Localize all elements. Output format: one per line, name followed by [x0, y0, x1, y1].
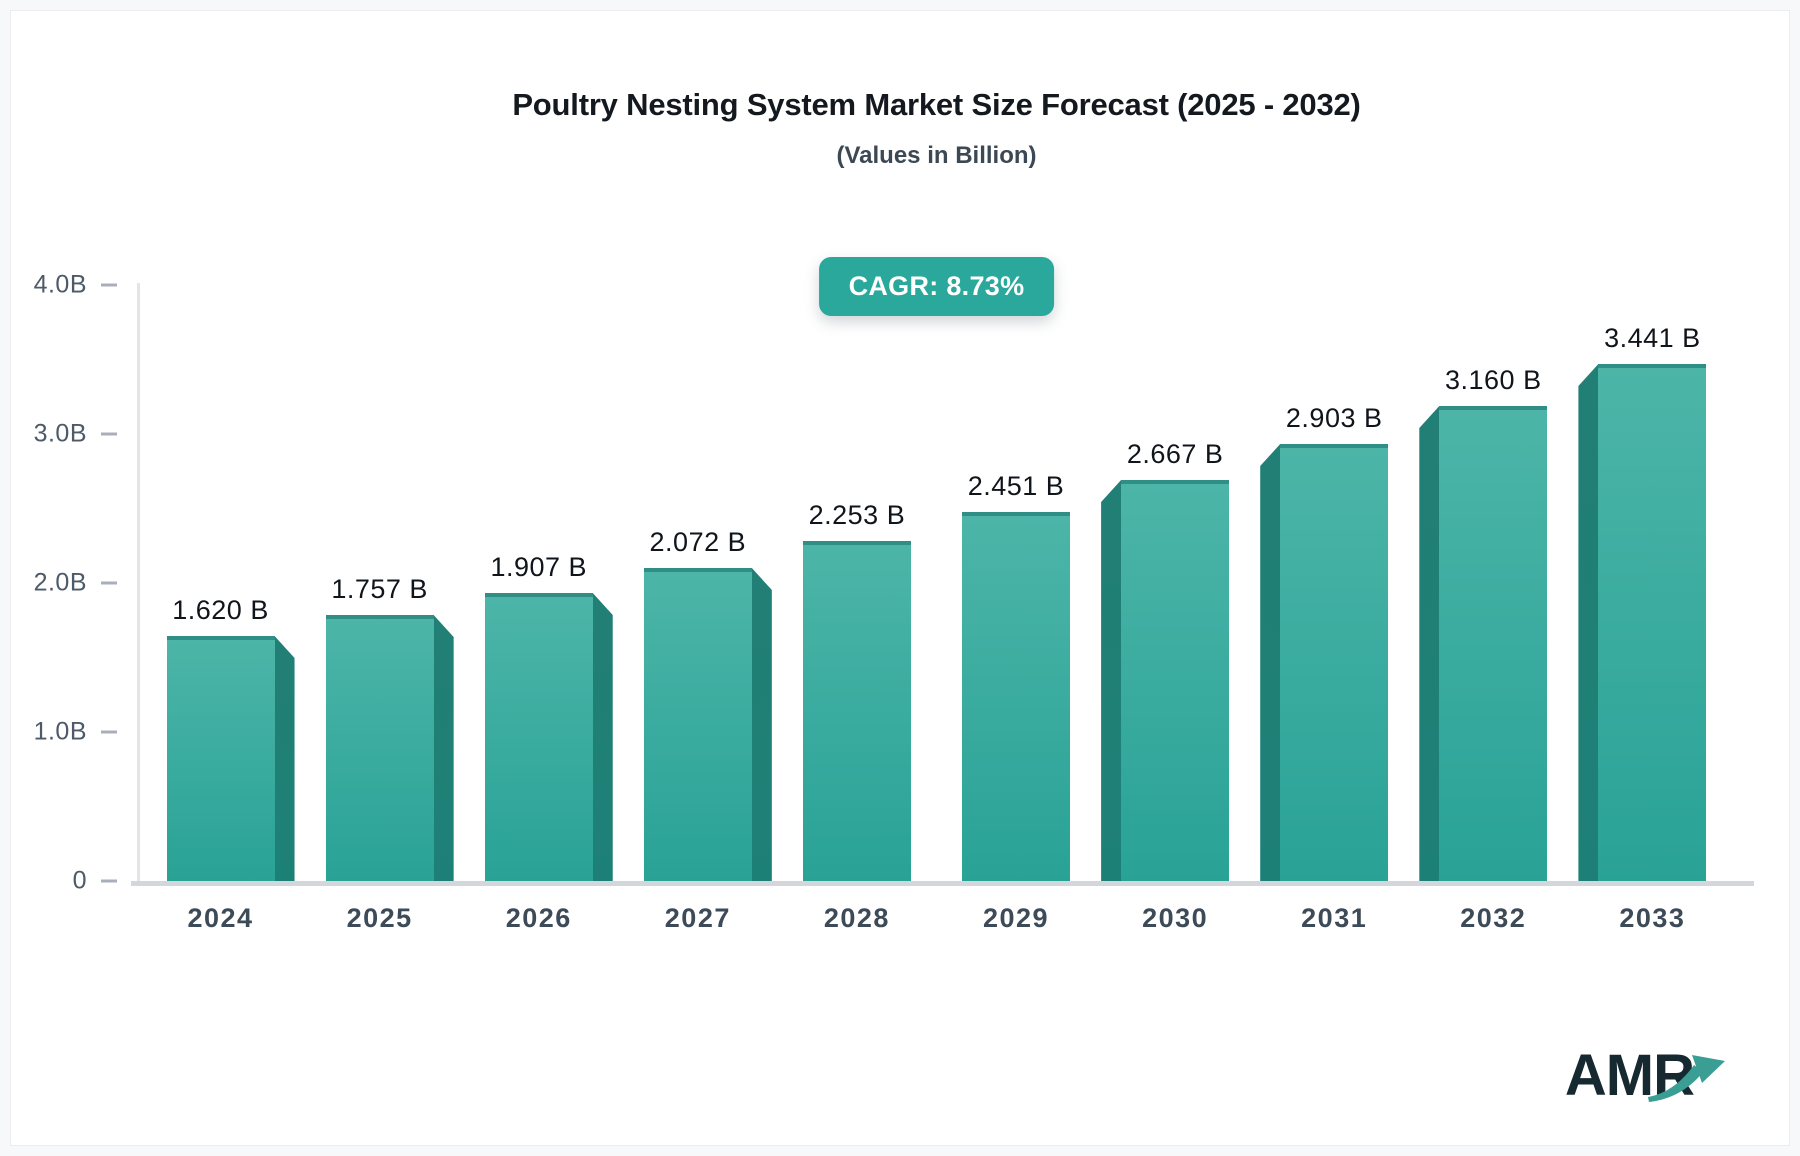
y-tick-row: 2.0B — [11, 569, 117, 598]
x-label-slot: 2025 — [300, 903, 459, 934]
y-tick-mark — [101, 730, 117, 734]
bar-slot: 2.903 B — [1255, 285, 1414, 881]
bar-2030: 2.667 B — [1101, 439, 1230, 881]
bar-3d-side — [433, 615, 454, 881]
bar-slot: 3.441 B — [1573, 285, 1732, 881]
bar-2033: 3.441 B — [1578, 323, 1707, 881]
bar-slot: 1.620 B — [141, 285, 300, 881]
bar-3d-side — [1101, 480, 1122, 881]
x-axis-year-label: 2028 — [823, 903, 890, 933]
bar-slot: 2.072 B — [618, 285, 777, 881]
bar-2031: 2.903 B — [1260, 403, 1389, 881]
x-axis-year-label: 2031 — [1301, 903, 1368, 933]
bar-2026: 1.907 B — [484, 552, 613, 881]
bar-3d-side — [751, 568, 772, 881]
x-axis-year-label: 2027 — [664, 903, 731, 933]
plot-area: 4.0B 3.0B 2.0B 1.0B 0 1.620 B 1.757 B 1.907 B 2… — [34, 271, 1754, 895]
bar-value-label: 1.757 B — [331, 574, 428, 604]
x-label-slot: 2024 — [141, 903, 300, 934]
cagr-badge: CAGR: 8.73% — [818, 257, 1055, 316]
bar-3d-side — [1419, 406, 1440, 881]
growth-arrow-icon — [1648, 1055, 1725, 1102]
x-label-slot: 2031 — [1255, 903, 1414, 934]
bar-2028: 2.253 B — [802, 500, 911, 881]
x-label-slot: 2026 — [459, 903, 618, 934]
bar-value-label: 1.620 B — [172, 595, 269, 625]
x-axis-year-label: 2032 — [1460, 903, 1527, 933]
x-axis-labels: 2024 2025 2026 2027 2028 2029 2030 2031 2032 2033 — [141, 903, 1732, 934]
chart-content: Poultry Nesting System Market Size Forec… — [34, 11, 1754, 1145]
x-label-slot: 2030 — [1096, 903, 1255, 934]
y-tick-label: 3.0B — [33, 419, 87, 448]
x-axis-year-label: 2030 — [1142, 903, 1209, 933]
amr-logo: AMR — [1565, 1047, 1725, 1105]
y-tick-row: 4.0B — [11, 271, 117, 300]
x-axis-year-label: 2033 — [1619, 903, 1686, 933]
bars-group: 1.620 B 1.757 B 1.907 B 2.072 B 2.253 B 2.451… — [141, 285, 1732, 881]
bar-slot: 1.907 B — [459, 285, 618, 881]
bar-2027: 2.072 B — [643, 527, 772, 881]
bar-value-label: 2.072 B — [649, 527, 747, 557]
x-label-slot: 2032 — [1414, 903, 1573, 934]
bar-value-label: 2.903 B — [1285, 403, 1383, 433]
x-label-slot: 2028 — [777, 903, 936, 934]
bar-slot: 1.757 B — [300, 285, 459, 881]
y-tick-row: 0 — [11, 867, 117, 896]
bar-2029: 2.451 B — [962, 471, 1071, 881]
y-tick-row: 3.0B — [11, 420, 117, 449]
bar-value-label: 2.253 B — [808, 500, 906, 530]
bar-slot: 2.667 B — [1096, 285, 1255, 881]
bar-slot: 2.451 B — [936, 285, 1095, 881]
y-tick-label: 1.0B — [33, 717, 87, 746]
y-tick-mark — [101, 879, 117, 883]
chart-card: Poultry Nesting System Market Size Forec… — [10, 10, 1790, 1146]
bar-value-label: 2.667 B — [1126, 439, 1224, 469]
y-tick-row: 1.0B — [11, 718, 117, 747]
bar-2024: 1.620 B — [166, 595, 295, 881]
bar-value-label: 2.451 B — [967, 471, 1065, 501]
bar-value-label: 3.441 B — [1604, 323, 1701, 353]
chart-subtitle: (Values in Billion) — [836, 142, 1037, 169]
chart-title: Poultry Nesting System Market Size Forec… — [512, 87, 1361, 122]
bar-2032: 3.160 B — [1419, 365, 1548, 881]
bar-value-label: 3.160 B — [1445, 365, 1542, 395]
x-axis-baseline — [131, 881, 1754, 886]
bar-3d-side — [274, 636, 295, 881]
bar-slot: 2.253 B — [777, 285, 936, 881]
bar-3d-side — [1578, 364, 1599, 881]
bar-3d-side — [1260, 444, 1281, 881]
bar-3d-side — [592, 593, 613, 881]
y-tick-mark — [101, 432, 117, 436]
x-axis-year-label: 2026 — [505, 903, 572, 933]
y-tick-mark — [101, 581, 117, 585]
bar-slot: 3.160 B — [1414, 285, 1573, 881]
y-tick-label: 2.0B — [33, 568, 87, 597]
y-axis-line — [137, 283, 140, 883]
bar-2025: 1.757 B — [325, 574, 454, 881]
y-tick-label: 4.0B — [33, 270, 87, 299]
x-axis-year-label: 2024 — [187, 903, 254, 933]
x-label-slot: 2027 — [618, 903, 777, 934]
x-label-slot: 2029 — [936, 903, 1095, 934]
x-axis-year-label: 2025 — [346, 903, 413, 933]
x-label-slot: 2033 — [1573, 903, 1732, 934]
y-tick-mark — [101, 283, 117, 287]
chart-header: Poultry Nesting System Market Size Forec… — [141, 11, 1732, 171]
x-axis-year-label: 2029 — [982, 903, 1050, 933]
bar-value-label: 1.907 B — [490, 552, 588, 582]
y-tick-label: 0 — [72, 866, 87, 895]
